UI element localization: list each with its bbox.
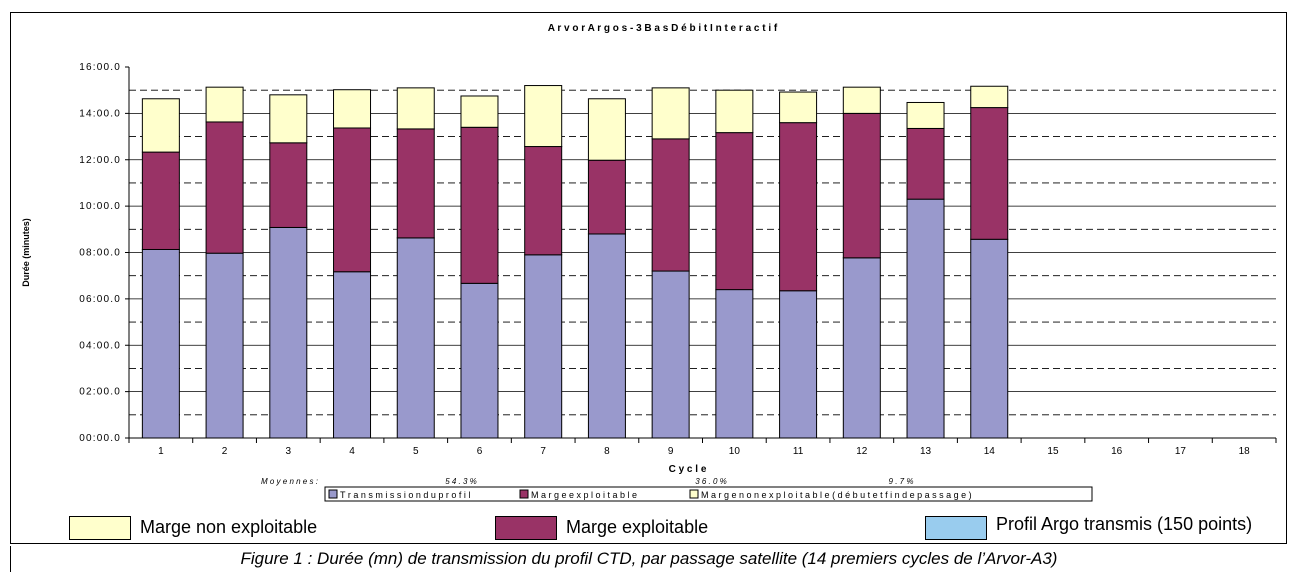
x-tick-label: 14: [984, 446, 996, 457]
x-tick-label: 3: [286, 446, 292, 457]
bar-marge-non-exploitable: [715, 89, 754, 134]
bar-marge-exploitable: [651, 138, 690, 272]
x-tick-label: 13: [920, 446, 932, 457]
y-axis-label: Durée (minutes): [21, 218, 31, 287]
bar-marge-exploitable: [842, 112, 881, 259]
small-legend-label-marge-non-exploitable: M a r g e n o n e x p l o i t a b l e ( …: [701, 490, 972, 500]
y-tick-label: 00:00.0: [79, 433, 121, 444]
x-axis-label: C y c l e: [669, 464, 707, 475]
y-tick-label: 14:00.0: [79, 108, 121, 119]
bar-marge-non-exploitable: [906, 101, 945, 129]
small-legend-label-transmission: T r a n s m i s s i o n d u p r o f i l: [340, 490, 470, 500]
bar-marge-non-exploitable: [269, 94, 308, 144]
small-legend-swatch-marge-non-exploitable: [689, 489, 699, 499]
bar-transmission: [205, 252, 244, 439]
y-tick-label: 02:00.0: [79, 387, 121, 398]
y-tick-label: 04:00.0: [79, 340, 121, 351]
bar-marge-non-exploitable: [205, 86, 244, 123]
y-tick-label: 12:00.0: [79, 155, 121, 166]
bar-marge-non-exploitable: [970, 85, 1009, 109]
stacked-bar-chart: A r v o r A r g o s - 3 B a s D é b i t …: [21, 23, 1277, 502]
x-tick-label: 10: [729, 446, 741, 457]
bar-marge-exploitable: [587, 159, 626, 235]
bar-marge-non-exploitable: [141, 98, 180, 153]
bar-marge-non-exploitable: [396, 87, 435, 130]
x-tick-label: 8: [604, 446, 610, 457]
chart-frame: A r v o r A r g o s - 3 B a s D é b i t …: [10, 12, 1287, 544]
chart-title: A r v o r A r g o s - 3 B a s D é b i t …: [548, 23, 778, 34]
bar-marge-exploitable: [906, 127, 945, 200]
bar-transmission: [396, 237, 435, 439]
small-legend-box: [324, 486, 1093, 502]
x-tick-label: 9: [668, 446, 674, 457]
bar-transmission: [970, 238, 1009, 439]
y-tick-label: 08:00.0: [79, 248, 121, 259]
x-tick-label: 16: [1111, 446, 1123, 457]
bar-transmission: [587, 233, 626, 439]
bar-marge-exploitable: [460, 126, 499, 284]
bar-marge-exploitable: [715, 132, 754, 291]
y-tick-label: 10:00.0: [79, 201, 121, 212]
bar-marge-exploitable: [269, 142, 308, 228]
x-tick-label: 18: [1239, 446, 1251, 457]
bar-marge-exploitable: [333, 127, 372, 273]
x-tick-label: 1: [158, 446, 164, 457]
figure-caption: Figure 1 : Durée (mn) de transmission du…: [10, 546, 1287, 572]
bar-marge-exploitable: [141, 151, 180, 250]
small-legend-swatch-marge-exploitable: [519, 489, 529, 499]
bar-transmission: [779, 290, 818, 439]
bar-transmission: [906, 198, 945, 439]
bar-marge-exploitable: [524, 146, 563, 256]
x-tick-label: 17: [1175, 446, 1187, 457]
bar-transmission: [141, 248, 180, 439]
bar-transmission: [842, 257, 881, 439]
bar-marge-non-exploitable: [651, 87, 690, 140]
bar-marge-exploitable: [396, 128, 435, 239]
bar-transmission: [460, 282, 499, 439]
bar-marge-non-exploitable: [842, 86, 881, 114]
small-legend-label-marge-exploitable: M a r g e e x p l o i t a b l e: [531, 490, 637, 500]
averages-label: M o y e n n e s :: [261, 477, 318, 486]
x-tick-label: 12: [856, 446, 868, 457]
small-legend-swatch-transmission: [328, 489, 338, 499]
x-tick-label: 15: [1047, 446, 1059, 457]
y-tick-label: 06:00.0: [79, 294, 121, 305]
x-tick-label: 11: [793, 446, 804, 457]
bar-transmission: [651, 270, 690, 439]
bar-marge-non-exploitable: [587, 98, 626, 161]
average-value: 3 6 . 0 %: [695, 477, 727, 486]
x-tick-label: 6: [477, 446, 483, 457]
x-tick-label: 2: [222, 446, 228, 457]
bar-marge-non-exploitable: [333, 89, 372, 129]
bar-transmission: [333, 271, 372, 439]
bar-marge-exploitable: [779, 122, 818, 292]
bar-marge-non-exploitable: [460, 95, 499, 128]
bar-transmission: [524, 254, 563, 439]
x-tick-label: 4: [349, 446, 355, 457]
bar-marge-exploitable: [205, 121, 244, 254]
bar-transmission: [269, 226, 308, 439]
average-value: 9 . 7 %: [889, 477, 914, 486]
bar-transmission: [715, 289, 754, 439]
average-value: 5 4 . 3 %: [445, 477, 477, 486]
x-tick-label: 5: [413, 446, 419, 457]
y-tick-label: 16:00.0: [79, 62, 121, 73]
bar-marge-non-exploitable: [779, 91, 818, 124]
bar-marge-exploitable: [970, 107, 1009, 240]
bar-marge-non-exploitable: [524, 85, 563, 148]
x-tick-label: 7: [540, 446, 546, 457]
